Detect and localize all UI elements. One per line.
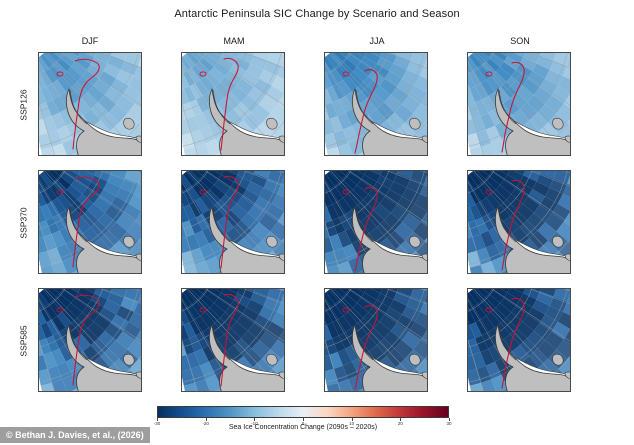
colorbar: -30 -20 -10 0 10 20 30 <box>154 406 452 426</box>
map-panel-ssp126-jja[interactable] <box>324 52 428 156</box>
column-header-son: SON <box>510 36 530 46</box>
map-panel-ssp370-son[interactable] <box>467 170 571 274</box>
landmass-layer <box>209 205 284 273</box>
sea-ice-edge-contour <box>56 294 100 386</box>
colorbar-tick-label: -30 <box>153 421 161 426</box>
row-label-ssp585-text: SSP585 <box>18 325 29 357</box>
colorbar-tick-label: 30 <box>446 421 452 426</box>
sea-ice-edge-contour <box>56 176 100 268</box>
map-panel-ssp585-mam[interactable] <box>181 288 285 392</box>
colorbar-tick <box>351 418 353 421</box>
colorbar-tick <box>205 418 207 421</box>
map-canvas <box>468 171 570 273</box>
map-panel-ssp370-mam[interactable] <box>181 170 285 274</box>
sea-ice-edge-contour <box>56 58 100 150</box>
landmass-layer <box>352 323 427 391</box>
landmass-layer <box>352 205 427 273</box>
sea-ice-edge-contour <box>342 305 378 390</box>
map-panel-ssp585-jja[interactable] <box>324 288 428 392</box>
colorbar-tick <box>157 418 158 421</box>
map-canvas <box>39 53 141 155</box>
map-canvas <box>182 171 284 273</box>
sea-ice-edge-contour <box>485 297 525 389</box>
row-label-ssp585: SSP585 <box>8 325 29 356</box>
landmass-layer <box>66 87 141 155</box>
map-panel-ssp370-jja[interactable] <box>324 170 428 274</box>
colorbar-tick <box>254 418 256 421</box>
colorbar-tick <box>400 418 402 421</box>
map-panel-ssp370-djf[interactable] <box>38 170 142 274</box>
landmass-layer <box>495 87 570 155</box>
colorbar-tick-label: -20 <box>202 421 209 426</box>
colorbar-tick-label: -10 <box>251 421 258 426</box>
row-label-ssp126: SSP126 <box>8 89 29 120</box>
map-panel-ssp585-son[interactable] <box>467 288 571 392</box>
map-canvas <box>182 289 284 391</box>
column-header-mam: MAM <box>223 36 245 46</box>
landmass-layer <box>495 205 570 273</box>
sea-ice-edge-contour <box>485 61 525 153</box>
attribution-watermark: © Bethan J. Davies, et al., (2026) <box>0 427 150 443</box>
map-canvas <box>325 171 427 273</box>
map-canvas <box>325 53 427 155</box>
sea-ice-edge-contour <box>199 293 239 387</box>
colorbar-tick-label: 20 <box>397 421 403 426</box>
map-canvas <box>325 289 427 391</box>
map-panel-ssp585-djf[interactable] <box>38 288 142 392</box>
landmass-layer <box>66 323 141 391</box>
row-label-ssp370-text: SSP370 <box>18 207 29 239</box>
map-panel-ssp126-djf[interactable] <box>38 52 142 156</box>
sea-ice-edge-contour <box>342 187 378 272</box>
colorbar-label: Sea Ice Concentration Change (2090s – 20… <box>228 424 378 431</box>
landmass-layer <box>495 323 570 391</box>
map-canvas <box>182 53 284 155</box>
landmass-layer <box>352 87 427 155</box>
landmass-layer <box>66 205 141 273</box>
sea-ice-edge-contour <box>485 179 525 271</box>
map-panel-ssp126-mam[interactable] <box>181 52 285 156</box>
column-header-jja: JJA <box>369 36 385 46</box>
page-title: Antarctic Peninsula SIC Change by Scenar… <box>174 8 460 20</box>
sea-ice-edge-contour <box>199 175 239 269</box>
map-canvas <box>39 289 141 391</box>
sea-ice-edge-contour <box>199 57 239 151</box>
map-canvas <box>468 289 570 391</box>
map-panel-ssp126-son[interactable] <box>467 52 571 156</box>
landmass-layer <box>209 87 284 155</box>
colorbar-tick-label: 10 <box>349 421 355 426</box>
column-header-djf: DJF <box>81 36 99 46</box>
colorbar-tick <box>303 418 304 421</box>
row-label-ssp370: SSP370 <box>8 207 29 238</box>
sea-ice-edge-contour <box>342 69 378 154</box>
row-label-ssp126-text: SSP126 <box>18 89 29 121</box>
colorbar-tick <box>449 418 450 421</box>
colorbar-tick-label: 0 <box>301 421 305 426</box>
map-canvas <box>39 171 141 273</box>
landmass-layer <box>209 323 284 391</box>
colorbar-gradient <box>157 406 449 418</box>
map-canvas <box>468 53 570 155</box>
